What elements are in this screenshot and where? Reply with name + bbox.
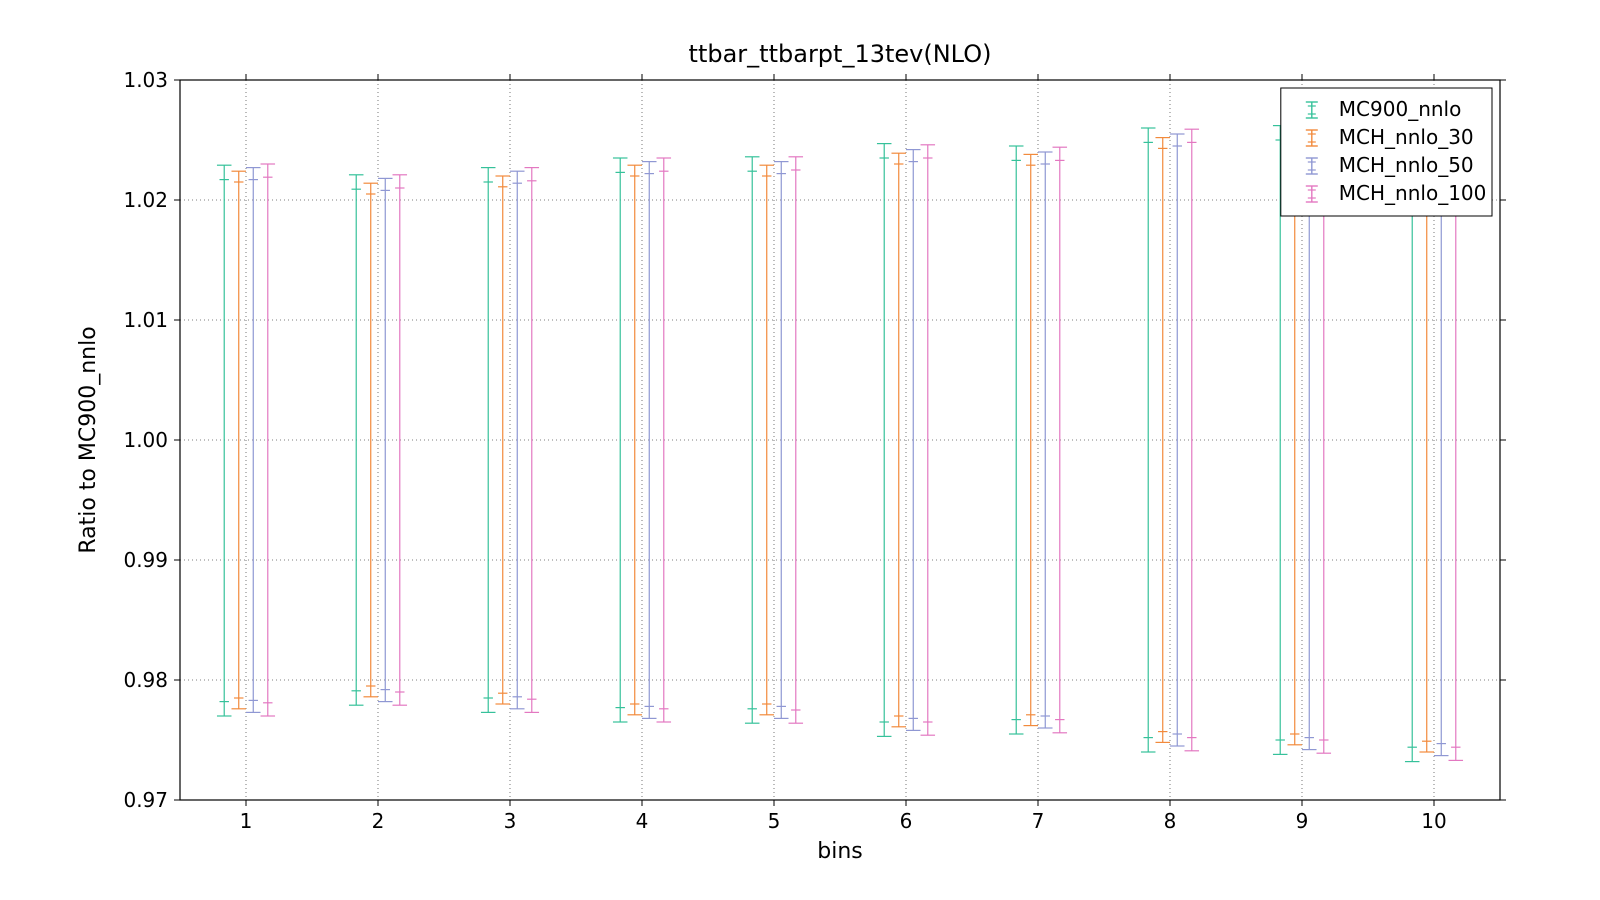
y-tick-label: 1.01 — [123, 308, 168, 332]
y-tick-label: 0.97 — [123, 788, 168, 812]
x-tick-label: 8 — [1164, 809, 1177, 833]
y-tick-label: 1.02 — [123, 188, 168, 212]
x-tick-label: 5 — [768, 809, 781, 833]
y-axis-label: Ratio to MC900_nnlo — [76, 326, 101, 553]
x-tick-label: 10 — [1421, 809, 1446, 833]
y-tick-label: 1.00 — [123, 428, 168, 452]
x-tick-label: 1 — [240, 809, 253, 833]
chart-svg: 1 2 3 4 5 6 7 8 9 10 0.97 0.98 0.99 1.00 1.01 1.02 1.03 b… — [0, 0, 1600, 900]
x-tick-label: 9 — [1296, 809, 1309, 833]
y-tick-label: 0.98 — [123, 668, 168, 692]
legend: MC900_nnlo MCH_nnlo_30 MCH_nnlo_50 MCH_nnlo… — [1281, 88, 1492, 216]
chart-title: ttbar_ttbarpt_13tev(NLO) — [689, 40, 992, 68]
legend-label: MCH_nnlo_100 — [1339, 181, 1487, 205]
x-tick-label: 7 — [1032, 809, 1045, 833]
x-tick-label: 6 — [900, 809, 913, 833]
legend-label: MC900_nnlo — [1339, 97, 1462, 121]
legend-label: MCH_nnlo_50 — [1339, 153, 1474, 177]
legend-label: MCH_nnlo_30 — [1339, 125, 1474, 149]
x-tick-label: 4 — [636, 809, 649, 833]
y-tick-label: 1.03 — [123, 68, 168, 92]
x-axis-label: bins — [817, 839, 862, 864]
y-tick-label: 0.99 — [123, 548, 168, 572]
chart-container: 1 2 3 4 5 6 7 8 9 10 0.97 0.98 0.99 1.00 1.01 1.02 1.03 b… — [0, 0, 1600, 900]
x-tick-label: 2 — [372, 809, 385, 833]
x-tick-label: 3 — [504, 809, 517, 833]
